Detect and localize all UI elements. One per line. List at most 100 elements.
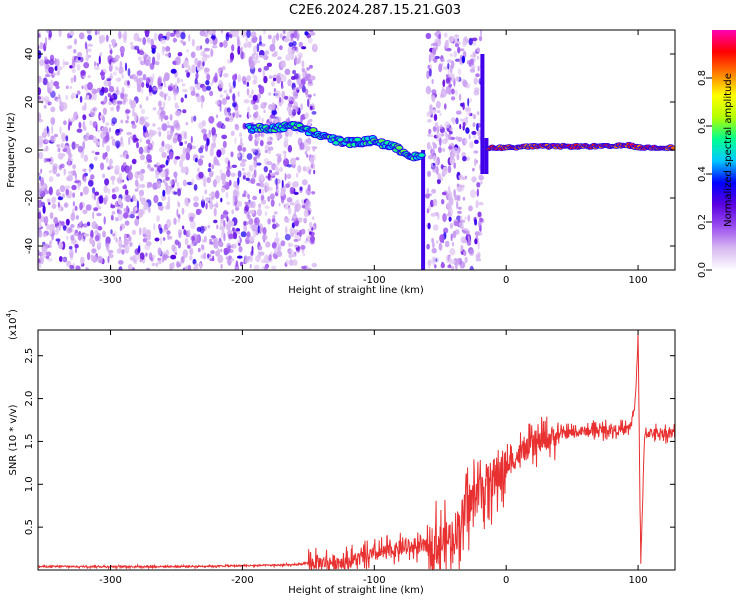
noise-speck: [90, 174, 95, 180]
noise-speck: [147, 142, 153, 151]
noise-speck: [245, 36, 248, 43]
noise-speck: [149, 62, 155, 70]
noise-speck: [140, 88, 144, 94]
noise-speck: [240, 46, 244, 52]
noise-speck: [166, 124, 172, 129]
snr-y-label: SNR (10 * v/v): [8, 404, 19, 475]
noise-speck: [431, 241, 435, 249]
noise-speck: [77, 145, 83, 153]
noise-speck: [165, 182, 169, 192]
noise-speck: [301, 265, 307, 270]
noise-speck: [82, 209, 88, 215]
noise-speck: [209, 241, 215, 245]
noise-speck: [125, 194, 131, 203]
noise-speck: [270, 199, 275, 207]
noise-speck: [255, 154, 260, 159]
noise-speck: [428, 128, 432, 135]
noise-speck: [274, 171, 280, 176]
noise-speck: [120, 119, 124, 124]
noise-speck: [158, 100, 162, 108]
noise-speck: [180, 153, 186, 162]
noise-speck: [438, 146, 442, 153]
chart-title: C2E6.2024.287.15.21.G03: [289, 3, 461, 18]
noise-speck: [76, 90, 81, 95]
noise-speck: [147, 206, 151, 213]
noise-speck: [55, 85, 60, 90]
noise-speck: [38, 219, 42, 227]
noise-speck: [87, 54, 92, 58]
noise-speck: [296, 46, 299, 53]
noise-speck: [432, 165, 437, 173]
noise-speck: [123, 154, 127, 158]
noise-speck: [48, 241, 52, 249]
noise-speck: [193, 196, 200, 202]
noise-speck: [211, 142, 216, 148]
noise-speck: [164, 94, 167, 101]
noise-speck: [109, 58, 112, 66]
noise-speck: [454, 194, 458, 201]
noise-speck: [309, 75, 316, 81]
noise-speck: [152, 72, 155, 80]
noise-speck: [448, 83, 453, 88]
noise-speck: [184, 94, 188, 99]
noise-speck: [467, 241, 471, 246]
noise-speck: [110, 94, 115, 99]
noise-speck: [215, 100, 220, 105]
noise-speck: [248, 218, 254, 225]
noise-speck: [118, 66, 124, 75]
noise-speck: [190, 116, 194, 123]
noise-speck: [250, 250, 254, 256]
noise-speck: [223, 73, 229, 78]
noise-speck: [226, 169, 231, 178]
noise-speck: [444, 131, 448, 136]
noise-speck: [228, 179, 232, 186]
noise-speck: [237, 74, 242, 83]
noise-speck: [212, 135, 217, 143]
noise-speck: [154, 61, 160, 66]
noise-speck: [111, 193, 117, 200]
noise-speck: [147, 163, 151, 169]
noise-speck: [122, 185, 128, 190]
noise-speck: [477, 65, 480, 72]
noise-speck: [71, 68, 76, 74]
noise-speck: [164, 143, 171, 149]
noise-speck: [66, 235, 69, 240]
noise-speck: [450, 259, 456, 265]
noise-speck: [48, 66, 54, 74]
noise-speck: [440, 58, 445, 63]
noise-speck: [290, 232, 294, 237]
noise-speck: [267, 34, 272, 40]
y-tick-label: 20: [24, 96, 35, 109]
noise-speck: [174, 176, 178, 184]
noise-speck: [123, 36, 127, 44]
noise-speck: [120, 136, 123, 144]
noise-speck: [280, 240, 286, 247]
noise-speck: [199, 155, 205, 159]
noise-speck: [199, 262, 202, 270]
noise-speck: [239, 161, 246, 168]
noise-speck: [264, 186, 270, 193]
noise-speck: [432, 42, 437, 47]
noise-speck: [160, 114, 163, 122]
noise-speck: [203, 252, 207, 260]
noise-speck: [466, 110, 472, 116]
noise-speck: [250, 177, 256, 184]
noise-speck: [252, 195, 258, 201]
noise-speck: [54, 57, 57, 65]
noise-speck: [186, 71, 191, 78]
noise-speck: [194, 263, 199, 268]
noise-speck: [449, 222, 454, 229]
noise-speck: [111, 117, 117, 125]
noise-speck: [79, 202, 83, 211]
noise-speck: [264, 150, 268, 154]
noise-speck: [135, 141, 140, 149]
noise-speck: [49, 156, 54, 165]
noise-speck: [277, 243, 282, 252]
noise-speck: [109, 106, 115, 112]
noise-speck: [151, 262, 156, 267]
noise-speck: [293, 73, 299, 80]
noise-speck: [478, 202, 484, 206]
noise-speck: [246, 30, 251, 38]
noise-speck: [221, 187, 226, 193]
noise-speck: [201, 85, 208, 92]
